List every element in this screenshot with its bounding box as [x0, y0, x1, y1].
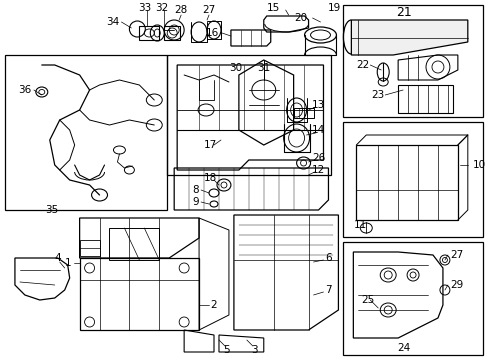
Text: 35: 35 [45, 205, 58, 215]
Bar [80, 240, 100, 256]
Text: 4: 4 [54, 253, 61, 263]
Text: 13: 13 [311, 100, 325, 110]
Bar [167, 55, 331, 175]
Text: 18: 18 [203, 173, 217, 183]
Text: 29: 29 [449, 280, 462, 290]
Text: 20: 20 [293, 13, 306, 23]
Text: 17: 17 [203, 140, 217, 150]
Text: 24: 24 [397, 343, 410, 353]
Text: 15: 15 [266, 3, 280, 13]
Text: 6: 6 [325, 253, 331, 263]
Text: 23: 23 [371, 90, 384, 100]
Text: 32: 32 [155, 3, 168, 13]
Text: 21: 21 [395, 5, 411, 18]
Text: 19: 19 [327, 3, 340, 13]
Text: 27: 27 [202, 5, 215, 15]
Text: 33: 33 [138, 3, 151, 13]
Text: 31: 31 [257, 63, 270, 73]
Text: 14: 14 [311, 125, 325, 135]
Bar [343, 242, 482, 355]
Text: 10: 10 [472, 160, 485, 170]
Text: 36: 36 [19, 85, 32, 95]
Bar [5, 55, 167, 210]
Bar [397, 85, 452, 113]
Bar [293, 108, 313, 118]
Text: 1: 1 [65, 258, 72, 268]
Bar [343, 122, 482, 237]
Text: 16: 16 [205, 28, 219, 38]
Text: 12: 12 [311, 165, 325, 175]
Text: 7: 7 [325, 285, 331, 295]
Text: 22: 22 [356, 60, 369, 70]
Polygon shape [351, 20, 467, 55]
Text: 2: 2 [210, 300, 217, 310]
Text: 25: 25 [361, 295, 374, 305]
Text: 3: 3 [251, 345, 258, 355]
Text: 9: 9 [192, 197, 199, 207]
Text: 27: 27 [449, 250, 462, 260]
Bar [343, 5, 482, 117]
Bar [139, 26, 159, 40]
Text: 34: 34 [106, 17, 119, 27]
Text: 30: 30 [229, 63, 242, 73]
Text: 26: 26 [311, 153, 325, 163]
Text: 8: 8 [192, 185, 199, 195]
Text: 28: 28 [174, 5, 187, 15]
Text: 11: 11 [353, 220, 366, 230]
Bar [164, 26, 180, 40]
Text: 5: 5 [223, 345, 230, 355]
